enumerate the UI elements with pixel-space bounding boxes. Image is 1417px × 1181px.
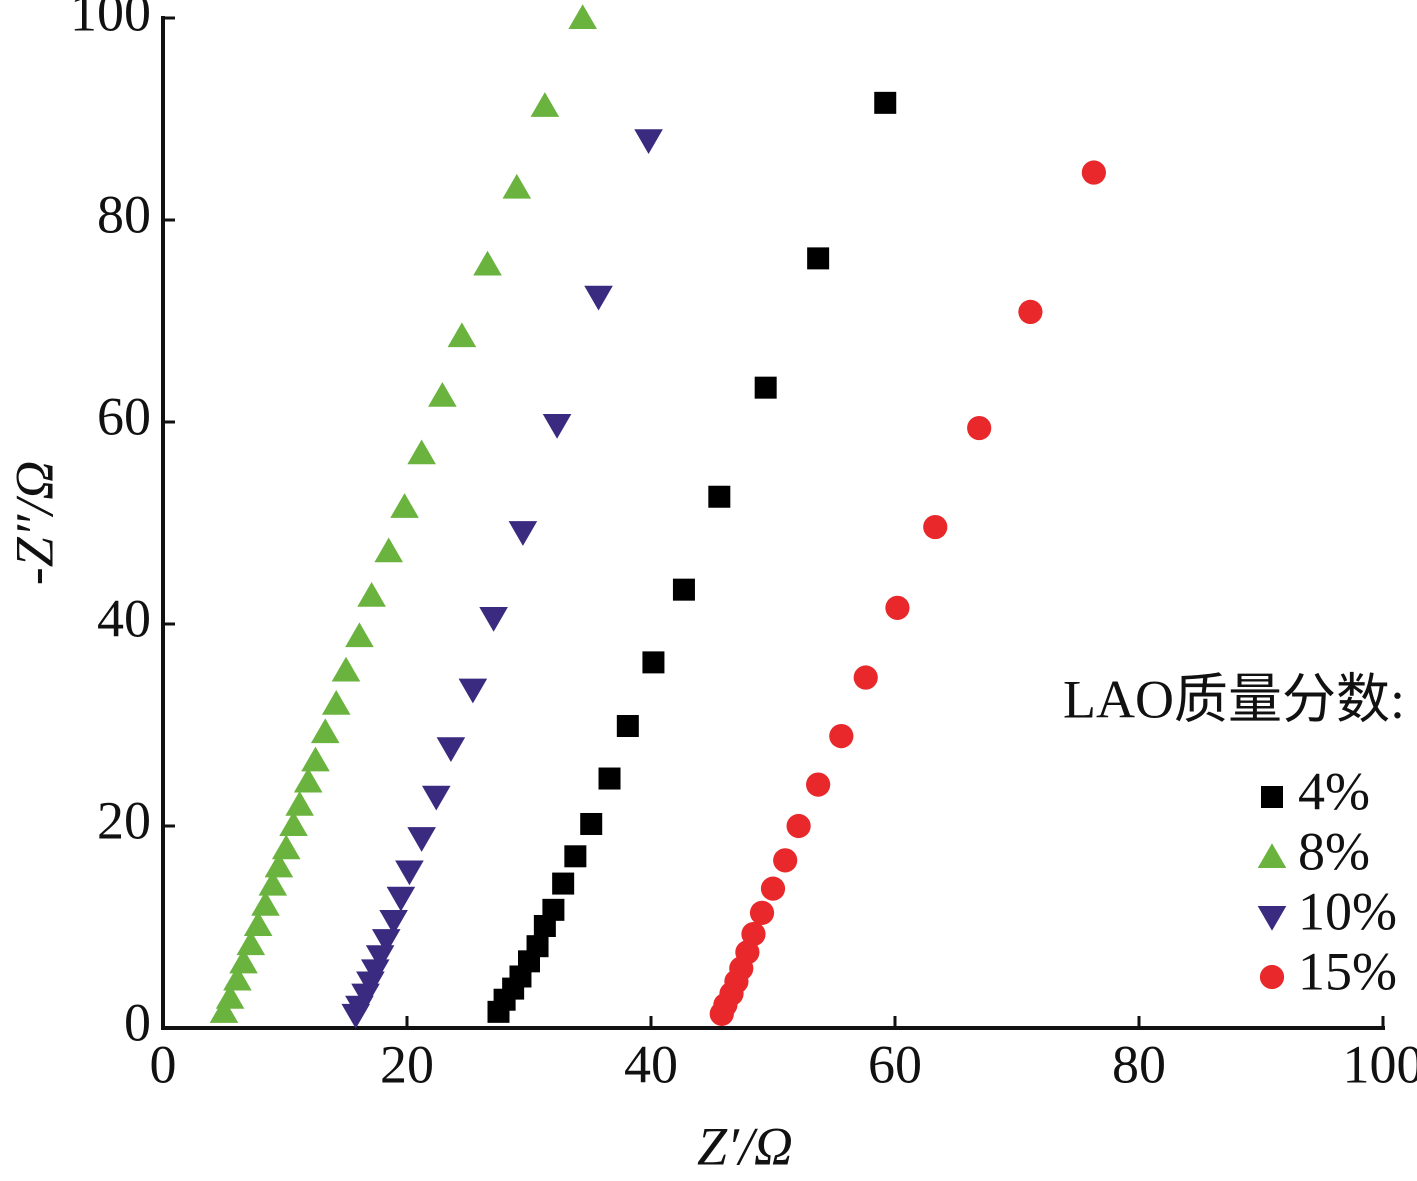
marker — [285, 791, 314, 816]
marker — [760, 876, 786, 901]
legend-label: 15% — [1298, 941, 1397, 1001]
marker — [1259, 964, 1285, 990]
y-tick-label: 60 — [97, 386, 151, 446]
marker — [479, 606, 508, 632]
marker — [741, 921, 766, 947]
y-tick-label: 100 — [70, 0, 151, 42]
marker — [447, 322, 477, 348]
marker — [885, 595, 910, 620]
marker — [584, 285, 613, 311]
marker — [533, 914, 556, 937]
marker — [279, 811, 308, 836]
x-tick-label: 100 — [1343, 1034, 1417, 1094]
marker — [487, 1000, 510, 1023]
marker — [243, 911, 273, 936]
legend-title: LAO质量分数: — [1063, 669, 1405, 729]
marker — [209, 998, 239, 1023]
marker — [407, 827, 436, 852]
marker — [374, 537, 403, 563]
marker — [379, 909, 408, 935]
marker — [473, 250, 502, 276]
x-tick-label: 60 — [868, 1034, 922, 1094]
marker — [508, 521, 538, 546]
marker — [923, 514, 948, 540]
marker — [642, 651, 665, 674]
marker — [428, 381, 457, 407]
marker — [386, 886, 416, 912]
marker — [773, 848, 798, 873]
x-axis-label: Z′/Ω — [697, 1116, 793, 1176]
legend-label: 4% — [1298, 761, 1370, 821]
marker — [371, 929, 401, 954]
marker — [708, 485, 731, 508]
y-tick-label: 20 — [97, 790, 151, 850]
legend-label: 8% — [1298, 821, 1370, 881]
marker — [502, 173, 532, 199]
marker — [1261, 786, 1283, 808]
x-tick-label: 0 — [150, 1034, 177, 1094]
marker — [271, 834, 301, 860]
marker — [786, 813, 811, 839]
marker — [421, 785, 451, 811]
y-tick-label: 80 — [97, 184, 151, 244]
marker — [395, 860, 424, 886]
marker — [390, 493, 419, 518]
marker — [1018, 299, 1043, 325]
marker — [251, 891, 280, 916]
marker — [345, 622, 374, 648]
marker — [310, 718, 340, 744]
marker — [967, 415, 992, 441]
marker — [598, 767, 621, 790]
marker — [341, 1003, 371, 1029]
marker — [1257, 906, 1287, 931]
marker — [807, 247, 830, 270]
marker — [458, 678, 488, 704]
marker — [301, 746, 330, 772]
marker — [365, 945, 395, 971]
x-tick-label: 80 — [1112, 1034, 1166, 1094]
y-tick-label: 0 — [124, 992, 151, 1052]
x-tick-label: 20 — [380, 1034, 434, 1094]
marker — [530, 92, 560, 117]
marker — [829, 724, 854, 749]
marker — [1257, 843, 1287, 868]
marker — [407, 439, 436, 465]
y-tick-label: 40 — [97, 588, 151, 648]
marker — [568, 4, 597, 29]
marker — [749, 900, 775, 925]
marker — [542, 414, 572, 439]
marker — [564, 845, 587, 868]
marker — [229, 948, 258, 974]
marker — [552, 872, 575, 895]
marker — [258, 870, 288, 896]
marker — [331, 656, 361, 682]
marker — [321, 690, 351, 715]
marker — [616, 715, 639, 738]
marker — [754, 376, 777, 399]
marker — [357, 581, 386, 607]
marker — [709, 1001, 734, 1026]
marker — [634, 129, 663, 154]
marker — [1081, 160, 1106, 185]
marker — [806, 772, 831, 797]
y-axis-label: -Z″/Ω — [4, 461, 64, 586]
marker — [874, 91, 897, 114]
marker — [580, 812, 603, 835]
marker — [264, 852, 294, 878]
legend-label: 10% — [1298, 881, 1397, 941]
marker — [853, 665, 878, 690]
marker — [436, 737, 466, 762]
marker — [293, 767, 323, 793]
marker — [672, 578, 695, 601]
x-tick-label: 40 — [624, 1034, 678, 1094]
